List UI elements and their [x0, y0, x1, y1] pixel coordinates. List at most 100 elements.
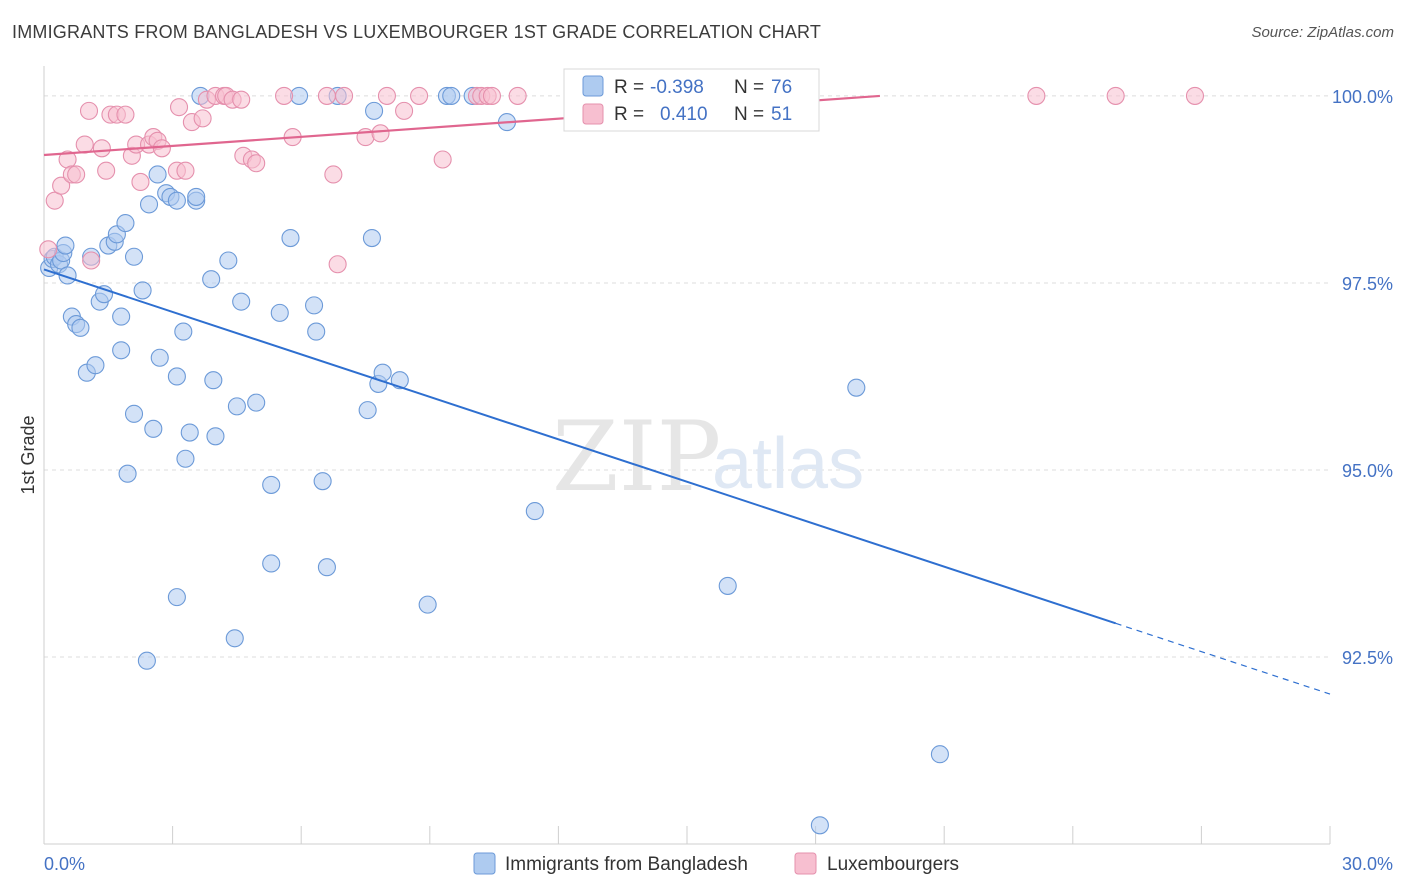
legend-r-value-1: -0.398 — [650, 77, 704, 98]
y-tick-labels: 92.5% 95.0% 97.5% 100.0% — [1332, 87, 1393, 668]
chart-title: IMMIGRANTS FROM BANGLADESH VS LUXEMBOURG… — [12, 22, 822, 42]
y-tick-label-1: 95.0% — [1342, 461, 1393, 481]
point-luxembourgers-40 — [335, 86, 354, 105]
point-bangladesh-34 — [167, 367, 186, 386]
point-bangladesh-75 — [930, 745, 949, 764]
point-bangladesh-20 — [112, 341, 131, 360]
trend-lines — [43, 94, 1331, 695]
point-bangladesh-46 — [225, 629, 244, 648]
legend-n-label-1: N = — [734, 77, 764, 98]
bottom-legend-swatch-blue — [473, 852, 496, 875]
legend-r-label-2: R = — [614, 104, 644, 125]
point-bangladesh-66 — [418, 595, 437, 614]
grid-lines — [44, 95, 1330, 658]
bottom-legend-label-luxembourgers: Luxembourgers — [827, 854, 959, 875]
point-bangladesh-26 — [137, 651, 156, 670]
point-bangladesh-60 — [358, 401, 377, 420]
point-bangladesh-65 — [390, 371, 409, 390]
correlation-legend: R = -0.398 N = 76 R = 0.410 N = 51 — [563, 68, 820, 132]
point-luxembourgers-7 — [79, 101, 99, 120]
point-bangladesh-24 — [124, 247, 144, 266]
point-bangladesh-52 — [270, 303, 289, 322]
point-bangladesh-35 — [167, 588, 186, 607]
point-luxembourgers-50 — [482, 86, 502, 105]
point-luxembourgers-51 — [508, 86, 527, 105]
point-bangladesh-53 — [281, 229, 300, 248]
point-luxembourgers-25 — [193, 109, 212, 128]
series-legend: Immigrants from Bangladesh Luxembourgers — [473, 852, 959, 875]
point-luxembourgers-5 — [67, 165, 86, 184]
point-bangladesh-42 — [202, 270, 221, 289]
point-luxembourgers-16 — [131, 172, 150, 192]
y-tick-label-3: 100.0% — [1332, 87, 1393, 107]
point-bangladesh-30 — [150, 348, 169, 367]
point-luxembourgers-10 — [97, 161, 116, 180]
y-tick-label-2: 97.5% — [1342, 274, 1393, 294]
point-bangladesh-68 — [442, 86, 461, 105]
point-bangladesh-73 — [810, 816, 829, 835]
point-bangladesh-45 — [219, 251, 238, 270]
point-bangladesh-57 — [313, 472, 332, 491]
axes — [43, 66, 1331, 845]
point-luxembourgers-39 — [328, 255, 347, 274]
x-tick-label-0: 0.0% — [44, 854, 85, 874]
point-bangladesh-29 — [148, 165, 167, 184]
point-bangladesh-74 — [847, 378, 866, 397]
point-bangladesh-62 — [365, 101, 384, 120]
point-luxembourgers-42 — [371, 124, 390, 143]
point-luxembourgers-52 — [1027, 86, 1046, 105]
point-bangladesh-40 — [187, 187, 206, 206]
point-luxembourgers-45 — [410, 86, 429, 105]
point-luxembourgers-43 — [377, 86, 396, 105]
point-bangladesh-19 — [112, 307, 131, 326]
point-bangladesh-61 — [362, 229, 381, 248]
point-luxembourgers-31 — [232, 90, 251, 109]
point-luxembourgers-22 — [169, 98, 189, 117]
point-luxembourgers-44 — [395, 101, 414, 120]
point-bangladesh-71 — [525, 502, 544, 521]
point-bangladesh-43 — [204, 371, 223, 390]
x-tick-labels: 0.0% 30.0% — [44, 854, 1393, 874]
series-luxembourgers-points — [39, 86, 1205, 274]
point-bangladesh-36 — [174, 322, 193, 341]
legend-n-label-2: N = — [734, 104, 764, 125]
trend-line-bangladesh-extension — [1115, 622, 1331, 695]
point-luxembourgers-20 — [152, 139, 171, 158]
legend-box — [563, 68, 820, 132]
point-luxembourgers-34 — [247, 154, 266, 173]
point-bangladesh-25 — [133, 281, 152, 300]
point-luxembourgers-1 — [45, 191, 64, 210]
point-bangladesh-48 — [232, 292, 251, 311]
legend-n-value-1: 76 — [771, 77, 792, 98]
y-axis-label: 1st Grade — [18, 415, 38, 494]
point-bangladesh-56 — [307, 322, 326, 341]
point-bangladesh-21 — [116, 214, 135, 233]
bottom-legend-label-bangladesh: Immigrants from Bangladesh — [505, 854, 748, 875]
point-luxembourgers-35 — [275, 86, 294, 105]
legend-r-label-1: R = — [614, 77, 644, 98]
point-luxembourgers-54 — [1185, 86, 1205, 105]
point-luxembourgers-13 — [116, 105, 135, 124]
point-bangladesh-72 — [718, 576, 737, 595]
legend-n-value-2: 51 — [771, 104, 792, 125]
point-luxembourgers-46 — [433, 150, 452, 169]
legend-swatch-blue — [582, 75, 604, 97]
point-luxembourgers-0 — [39, 240, 58, 259]
point-luxembourgers-23 — [176, 161, 195, 180]
point-luxembourgers-2 — [52, 176, 71, 195]
point-luxembourgers-37 — [317, 86, 336, 105]
bottom-legend-swatch-pink — [794, 852, 817, 875]
point-bangladesh-38 — [180, 423, 199, 442]
point-bangladesh-22 — [118, 464, 137, 483]
point-bangladesh-37 — [176, 449, 195, 468]
point-luxembourgers-53 — [1106, 86, 1125, 105]
point-bangladesh-49 — [247, 393, 266, 412]
point-bangladesh-51 — [262, 554, 281, 573]
point-luxembourgers-38 — [324, 165, 343, 184]
point-bangladesh-44 — [206, 427, 225, 446]
point-bangladesh-27 — [139, 195, 159, 214]
point-bangladesh-13 — [86, 356, 105, 375]
watermark-atlas: atlas — [712, 424, 864, 504]
trend-line-bangladesh — [43, 268, 1116, 625]
